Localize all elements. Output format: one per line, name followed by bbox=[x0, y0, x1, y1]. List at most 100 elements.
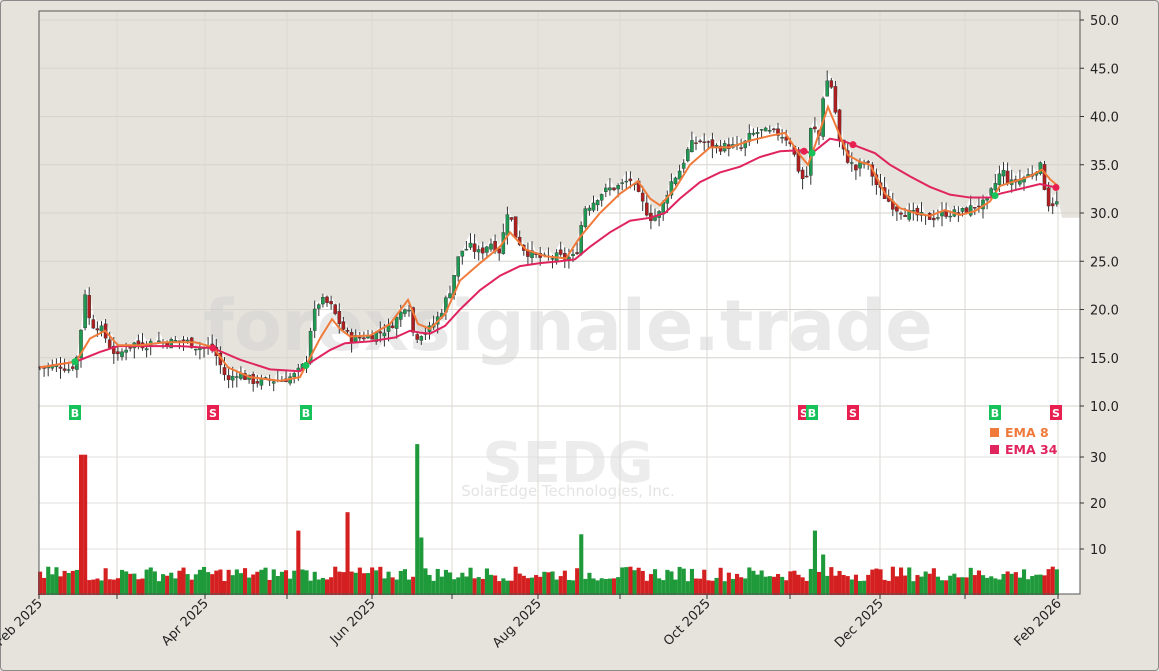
volume-bar bbox=[599, 578, 604, 595]
volume-bar bbox=[1050, 566, 1055, 595]
volume-bar bbox=[796, 574, 801, 595]
volume-bar bbox=[542, 571, 547, 595]
volume-bar bbox=[575, 568, 580, 595]
volume-bar bbox=[398, 570, 403, 595]
candle-body bbox=[899, 212, 903, 215]
volume-bar bbox=[780, 576, 785, 595]
signal-badge bbox=[207, 405, 219, 420]
sell-signal-marker: S bbox=[1050, 405, 1062, 420]
volume-bar bbox=[714, 577, 719, 595]
legend-label: EMA 8 bbox=[1005, 425, 1049, 440]
ema8-line bbox=[39, 104, 1059, 382]
volume-bar bbox=[193, 574, 198, 595]
price-tick-label: 25.0 bbox=[1090, 255, 1119, 270]
volume-bar bbox=[308, 580, 313, 595]
candle-body bbox=[804, 175, 809, 178]
candle-body bbox=[968, 205, 973, 216]
candle-body bbox=[718, 145, 723, 152]
volume-bar bbox=[833, 575, 838, 595]
candle-body bbox=[193, 348, 198, 351]
volume-bar bbox=[468, 567, 473, 595]
buy-crossover-dot bbox=[302, 361, 310, 369]
volume-bar bbox=[981, 575, 986, 595]
candle-body bbox=[99, 325, 104, 332]
candle-body bbox=[690, 140, 694, 153]
volume-bar bbox=[915, 575, 920, 595]
candle-body bbox=[419, 336, 424, 341]
candle-body bbox=[358, 336, 362, 339]
candle-body bbox=[825, 80, 829, 97]
candle-body bbox=[763, 127, 768, 132]
candle-body bbox=[833, 86, 838, 113]
candle-body bbox=[571, 253, 575, 257]
sell-crossover-dot bbox=[1052, 183, 1060, 191]
volume-bar bbox=[817, 571, 822, 595]
volume-bar bbox=[784, 580, 789, 595]
volume-bar bbox=[730, 579, 735, 595]
volume-bar bbox=[91, 579, 96, 595]
volume-bar bbox=[804, 580, 809, 595]
volume-bar bbox=[739, 577, 744, 595]
volume-bar bbox=[95, 578, 100, 595]
candle-body bbox=[472, 243, 477, 252]
candle-body bbox=[394, 317, 399, 329]
candle-body bbox=[1005, 170, 1010, 184]
volume-bar bbox=[792, 570, 797, 595]
volume-bar bbox=[534, 575, 539, 595]
volume-bar bbox=[657, 578, 662, 595]
volume-bar bbox=[234, 569, 239, 595]
volume-bar bbox=[587, 572, 592, 595]
volume-bar bbox=[456, 577, 461, 595]
volume-bar bbox=[345, 512, 350, 595]
volume-bar bbox=[275, 576, 280, 595]
candle-body bbox=[513, 216, 518, 238]
volume-bar bbox=[677, 566, 682, 595]
volume-bar bbox=[722, 581, 727, 595]
candle-body bbox=[776, 128, 780, 136]
price-tick-label: 40.0 bbox=[1090, 111, 1119, 126]
volume-bar bbox=[136, 579, 141, 595]
volume-bar bbox=[546, 572, 551, 595]
candle-body bbox=[62, 368, 67, 371]
candle-body bbox=[768, 130, 772, 132]
candle-body bbox=[669, 181, 674, 196]
candle-body bbox=[591, 202, 596, 211]
volume-bar bbox=[148, 567, 153, 595]
volume-bar bbox=[788, 571, 793, 595]
candle-body bbox=[411, 307, 415, 333]
volume-bar bbox=[1038, 574, 1043, 595]
volume-bar bbox=[972, 575, 977, 595]
candle-body bbox=[403, 309, 407, 314]
volume-bar bbox=[243, 568, 248, 595]
volume-bar bbox=[296, 530, 301, 595]
volume-bar bbox=[115, 578, 120, 595]
volume-bar bbox=[271, 569, 276, 595]
volume-bar bbox=[771, 576, 776, 595]
candle-body bbox=[751, 132, 756, 135]
volume-bar bbox=[1030, 576, 1035, 595]
volume-bar bbox=[87, 580, 92, 595]
candle-body bbox=[468, 242, 473, 248]
volume-bar bbox=[161, 574, 166, 595]
volume-bar bbox=[263, 567, 268, 595]
volume-bar bbox=[767, 576, 772, 595]
volume-bar bbox=[517, 573, 522, 595]
volume-bar bbox=[886, 580, 891, 595]
volume-bar bbox=[1001, 573, 1006, 595]
volume-bar bbox=[423, 568, 428, 595]
volume-bar bbox=[968, 567, 973, 595]
volume-bar bbox=[431, 580, 436, 595]
volume-bar bbox=[689, 568, 694, 595]
volume-bar bbox=[1042, 575, 1047, 595]
candle-body bbox=[485, 246, 489, 253]
candle-body bbox=[604, 187, 608, 192]
volume-bar bbox=[550, 571, 555, 595]
candle-body bbox=[124, 349, 128, 353]
volume-bar bbox=[144, 569, 149, 595]
volume-bar bbox=[554, 579, 559, 595]
volume-bar bbox=[255, 571, 260, 595]
signal-badge bbox=[69, 405, 81, 420]
candle-body bbox=[960, 208, 965, 212]
price-range-shading bbox=[39, 11, 1080, 381]
candle-body bbox=[169, 338, 174, 349]
